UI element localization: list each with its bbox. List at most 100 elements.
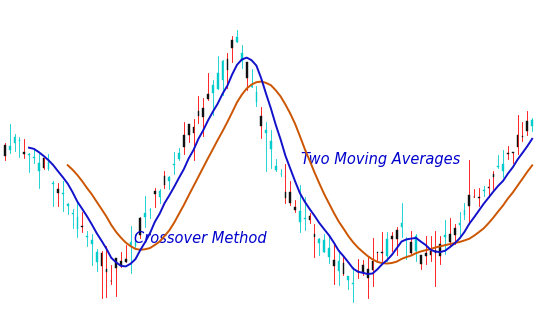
Bar xyxy=(120,261,122,266)
Bar xyxy=(140,218,141,235)
Bar xyxy=(304,218,306,219)
Bar xyxy=(410,242,412,253)
Bar xyxy=(289,192,291,203)
Bar xyxy=(459,223,460,225)
Bar xyxy=(246,62,248,78)
Bar xyxy=(439,244,441,256)
Bar xyxy=(159,191,161,197)
Bar xyxy=(48,162,49,169)
Bar xyxy=(23,152,25,154)
Bar xyxy=(318,239,320,243)
Bar xyxy=(531,120,533,126)
Bar xyxy=(222,61,223,80)
Bar xyxy=(193,127,194,133)
Bar xyxy=(106,270,107,272)
Bar xyxy=(188,124,190,135)
Bar xyxy=(314,234,315,237)
Bar xyxy=(18,140,20,141)
Bar xyxy=(43,158,45,168)
Bar xyxy=(28,154,30,155)
Bar xyxy=(178,154,180,158)
Bar xyxy=(367,269,368,278)
Bar xyxy=(507,153,509,154)
Bar xyxy=(275,166,277,170)
Bar xyxy=(256,92,257,102)
Bar xyxy=(430,251,431,255)
Bar xyxy=(125,259,127,261)
Bar xyxy=(144,213,146,217)
Bar xyxy=(33,157,35,158)
Bar xyxy=(212,85,214,93)
Bar xyxy=(483,190,484,191)
Bar xyxy=(381,252,383,253)
Bar xyxy=(497,166,499,167)
Bar xyxy=(217,73,219,89)
Bar xyxy=(236,37,238,42)
Bar xyxy=(135,241,136,246)
Bar xyxy=(231,40,233,48)
Bar xyxy=(294,207,296,210)
Bar xyxy=(347,276,349,280)
Text: Crossover Method: Crossover Method xyxy=(134,231,267,246)
Text: Two Moving Averages: Two Moving Averages xyxy=(301,152,460,167)
Bar xyxy=(270,141,272,149)
Bar xyxy=(328,248,330,257)
Bar xyxy=(96,252,98,262)
Bar xyxy=(425,253,426,256)
Bar xyxy=(13,137,16,143)
Bar xyxy=(207,94,209,99)
Bar xyxy=(473,196,475,197)
Bar xyxy=(526,121,528,131)
Bar xyxy=(420,256,422,264)
Bar xyxy=(372,260,373,270)
Bar xyxy=(115,258,117,268)
Bar xyxy=(362,265,364,273)
Bar xyxy=(251,86,252,87)
Bar xyxy=(86,236,88,237)
Bar xyxy=(386,239,388,256)
Bar xyxy=(434,250,436,253)
Bar xyxy=(169,177,170,181)
Bar xyxy=(492,174,494,177)
Bar xyxy=(4,145,6,156)
Bar xyxy=(357,271,359,272)
Bar xyxy=(57,190,59,193)
Bar xyxy=(338,261,339,271)
Bar xyxy=(164,176,165,185)
Bar xyxy=(227,59,228,70)
Bar xyxy=(449,234,451,242)
Bar xyxy=(77,217,78,229)
Bar xyxy=(241,53,243,61)
Bar xyxy=(376,252,378,253)
Bar xyxy=(343,263,344,274)
Bar xyxy=(309,215,310,220)
Bar xyxy=(202,108,204,117)
Bar xyxy=(463,210,465,215)
Bar xyxy=(82,226,83,227)
Bar xyxy=(260,116,262,126)
Bar xyxy=(285,193,286,198)
Bar xyxy=(198,111,199,115)
Bar xyxy=(299,211,301,222)
Bar xyxy=(53,182,54,184)
Bar xyxy=(38,163,40,171)
Bar xyxy=(130,242,132,245)
Bar xyxy=(323,239,325,252)
Bar xyxy=(488,187,489,189)
Bar xyxy=(502,164,504,171)
Bar xyxy=(9,146,11,150)
Bar xyxy=(154,191,156,194)
Bar xyxy=(401,223,402,227)
Bar xyxy=(352,283,354,284)
Bar xyxy=(72,214,74,215)
Bar xyxy=(91,240,93,244)
Bar xyxy=(333,260,335,266)
Bar xyxy=(517,135,519,147)
Bar xyxy=(62,193,64,194)
Bar xyxy=(265,130,267,133)
Bar xyxy=(454,228,455,235)
Bar xyxy=(468,195,470,206)
Bar xyxy=(391,236,393,238)
Bar xyxy=(183,135,185,147)
Bar xyxy=(396,230,397,239)
